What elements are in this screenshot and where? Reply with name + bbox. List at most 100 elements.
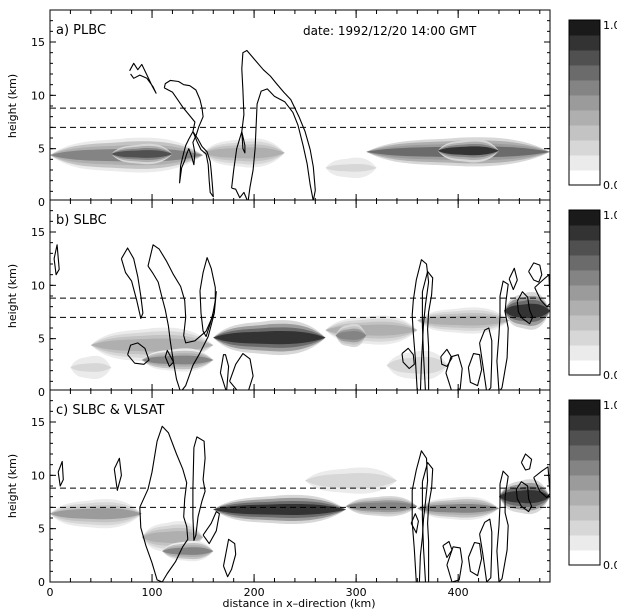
- contour-16: [508, 267, 518, 291]
- panel-title: a) PLBC: [56, 23, 106, 38]
- y-tick-label: 5: [38, 523, 45, 536]
- colorbar-step-4: [569, 490, 600, 506]
- shaded-band-5-level-3: [417, 504, 499, 513]
- shaded-band-1-level-3: [141, 355, 214, 365]
- colorbar-max-label: 1.0: [603, 209, 617, 222]
- y-axis-title: height (km): [6, 454, 19, 518]
- colorbar-step-1: [569, 535, 600, 551]
- shaded-band-8-level-3: [386, 359, 448, 371]
- contour-6: [411, 450, 429, 582]
- y-axis-title: height (km): [6, 74, 19, 138]
- panel-title: c) SLBC & VLSAT: [56, 403, 165, 418]
- contour-6: [219, 354, 230, 392]
- colorbar-step-3: [569, 505, 600, 521]
- contour-1: [120, 247, 144, 319]
- contour-13: [467, 353, 483, 387]
- shaded-field: [50, 467, 550, 562]
- colorbar-step-5: [569, 95, 600, 111]
- y-tick-label: 10: [31, 469, 45, 482]
- panel-c: 0 5 10 15 0 100 200 300 400 c) SLBC & VLSAT height…: [6, 389, 551, 599]
- x-tick-label: 400: [448, 586, 469, 599]
- shaded-band-6-level-3: [498, 490, 550, 504]
- colorbar-step-1: [569, 345, 600, 361]
- shaded-band-1-level-3: [111, 150, 173, 158]
- colorbar-step-7: [569, 255, 600, 271]
- shaded-band-5-level-3: [417, 315, 510, 326]
- contour-3: [231, 49, 316, 202]
- y-axis-title: height (km): [6, 264, 19, 328]
- contour-12: [445, 354, 463, 392]
- contour-15: [496, 280, 509, 392]
- shaded-band-0-level-3: [50, 508, 142, 520]
- contour-4: [164, 349, 174, 367]
- colorbar-step-8: [569, 430, 600, 446]
- contour-9: [411, 259, 430, 392]
- colorbar-step-6: [569, 460, 600, 476]
- colorbar-step-0: [569, 360, 600, 376]
- x-tick-label: 200: [244, 586, 265, 599]
- shaded-band-0-level-3: [90, 338, 214, 352]
- x-tick-label: 100: [142, 586, 163, 599]
- colorbar-step-4: [569, 300, 600, 316]
- contour-15: [515, 481, 533, 513]
- contour-14: [520, 453, 533, 471]
- colorbar-max-label: 1.0: [603, 399, 617, 412]
- contour-lines: [129, 49, 316, 202]
- colorbar-step-10: [569, 400, 600, 416]
- shaded-band-2-level-3: [203, 147, 285, 159]
- contour-18: [528, 262, 543, 283]
- contour-16: [533, 466, 550, 499]
- contour-5: [222, 538, 237, 578]
- shaded-band-5-level-3: [325, 164, 377, 172]
- date-label: date: 1992/12/20 14:00 GMT: [303, 24, 477, 38]
- colorbar-frame: [568, 209, 601, 376]
- contour-0: [129, 62, 157, 94]
- contour-7: [421, 461, 434, 582]
- x-tick-label: 0: [47, 586, 54, 599]
- contour-0: [53, 244, 60, 276]
- colorbar-frame: [568, 399, 601, 566]
- contour-2: [192, 131, 214, 198]
- shaded-band-4-level-3: [345, 502, 418, 511]
- colorbar-step-7: [569, 445, 600, 461]
- colorbar-step-8: [569, 50, 600, 66]
- y-tick-label: 5: [38, 333, 45, 346]
- colorbar-step-2: [569, 330, 600, 346]
- colorbar-step-5: [569, 475, 600, 491]
- y-tick-label: 10: [31, 89, 45, 102]
- contour-0: [57, 460, 64, 487]
- plot-area: [50, 390, 550, 582]
- contour-lines: [57, 425, 550, 582]
- shaded-band-7-level-3: [70, 363, 112, 372]
- shaded-band-2-level-3: [213, 331, 326, 345]
- colorbar-step-1: [569, 155, 600, 171]
- contour-2: [139, 425, 189, 582]
- colorbar-c: 1.0 0.0: [568, 399, 617, 572]
- colorbar-a: 1.0 0.0: [568, 19, 617, 192]
- contour-3: [192, 436, 206, 541]
- contour-10: [421, 270, 434, 392]
- colorbar-step-3: [569, 315, 600, 331]
- contour-11: [467, 541, 483, 577]
- contour-14: [479, 327, 493, 392]
- shaded-band-2-level-3: [162, 547, 214, 555]
- colorbar-step-6: [569, 270, 600, 286]
- contour-4: [202, 511, 220, 545]
- colorbar-step-10: [569, 20, 600, 36]
- shaded-band-6-level-3: [504, 303, 550, 319]
- colorbar-step-3: [569, 125, 600, 141]
- x-axis-title: distance in x–direction (km): [222, 597, 375, 610]
- panel-b: 0 5 10 15 b) SLBC height (km): [6, 199, 551, 399]
- y-tick-label: 5: [38, 143, 45, 156]
- colorbar-step-9: [569, 415, 600, 431]
- contour-4: [241, 131, 246, 154]
- contour-5: [199, 257, 216, 338]
- colorbar-step-2: [569, 140, 600, 156]
- colorbar-step-10: [569, 210, 600, 226]
- contour-2: [127, 342, 150, 365]
- y-tick-label: 15: [31, 226, 45, 239]
- colorbar-step-7: [569, 65, 600, 81]
- colorbar-step-9: [569, 35, 600, 51]
- contour-8: [410, 513, 419, 534]
- colorbar-step-6: [569, 80, 600, 96]
